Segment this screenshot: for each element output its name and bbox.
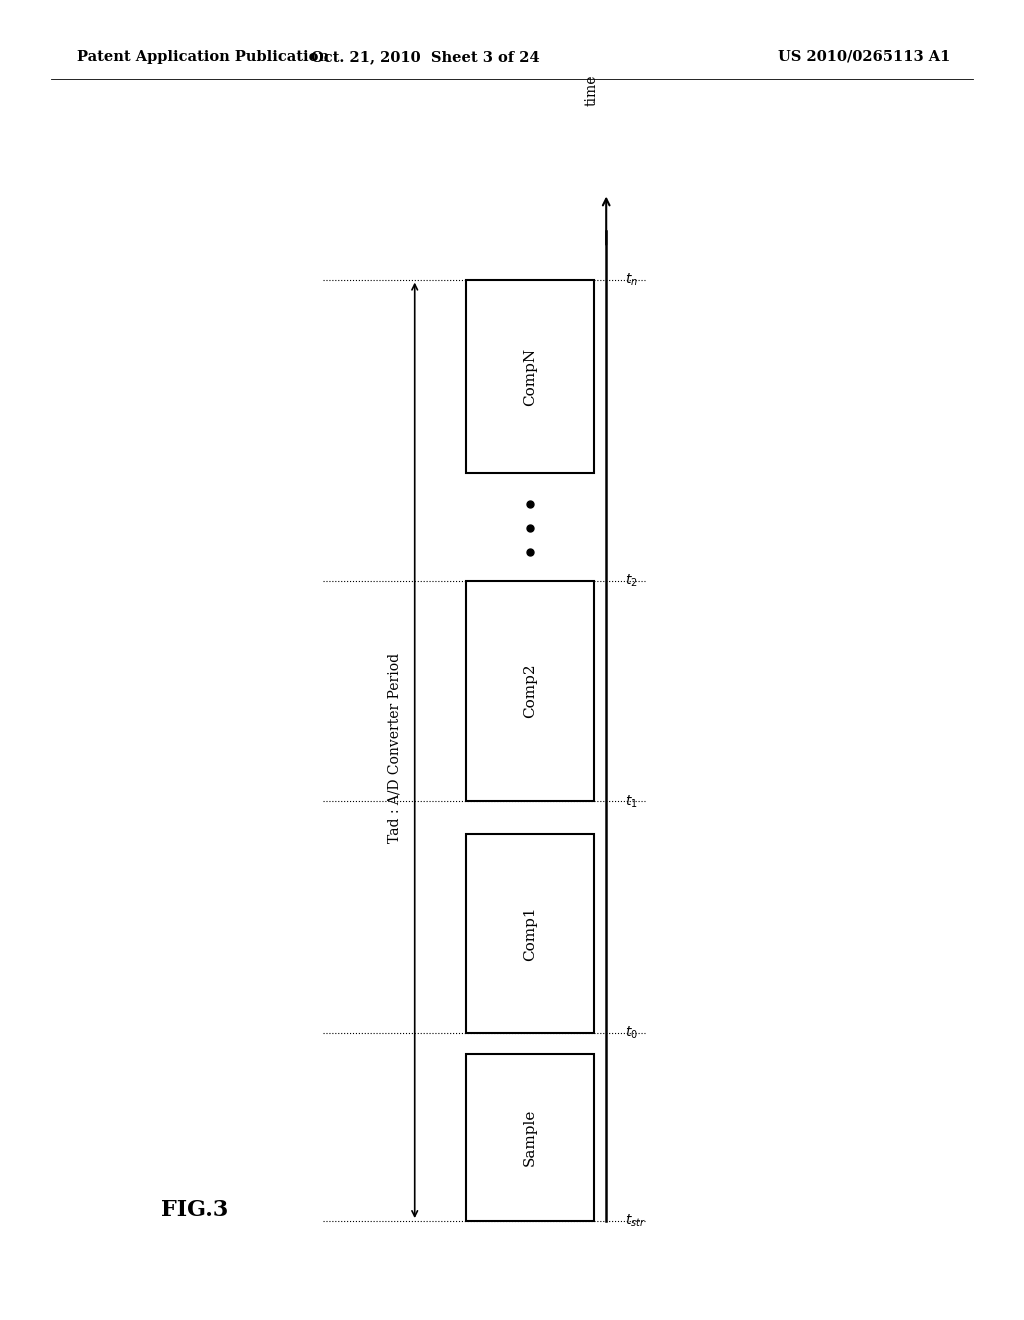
Text: time: time xyxy=(585,74,599,106)
Text: Oct. 21, 2010  Sheet 3 of 24: Oct. 21, 2010 Sheet 3 of 24 xyxy=(310,50,540,63)
Text: $t_{str}$: $t_{str}$ xyxy=(625,1213,645,1229)
Text: Tad : A/D Converter Period: Tad : A/D Converter Period xyxy=(387,652,401,842)
Text: FIG.3: FIG.3 xyxy=(161,1200,228,1221)
Text: $t_n$: $t_n$ xyxy=(625,272,638,288)
Bar xyxy=(466,581,594,801)
Text: Comp2: Comp2 xyxy=(523,664,537,718)
Text: $t_1$: $t_1$ xyxy=(625,793,637,809)
Text: Comp1: Comp1 xyxy=(523,906,537,961)
Text: CompN: CompN xyxy=(523,347,537,405)
Bar xyxy=(466,1055,594,1221)
Bar xyxy=(466,280,594,474)
Text: $t_0$: $t_0$ xyxy=(625,1024,638,1041)
Text: Sample: Sample xyxy=(523,1109,537,1167)
Text: Patent Application Publication: Patent Application Publication xyxy=(77,50,329,63)
Bar xyxy=(466,834,594,1032)
Text: $t_2$: $t_2$ xyxy=(625,573,637,589)
Text: US 2010/0265113 A1: US 2010/0265113 A1 xyxy=(778,50,950,63)
